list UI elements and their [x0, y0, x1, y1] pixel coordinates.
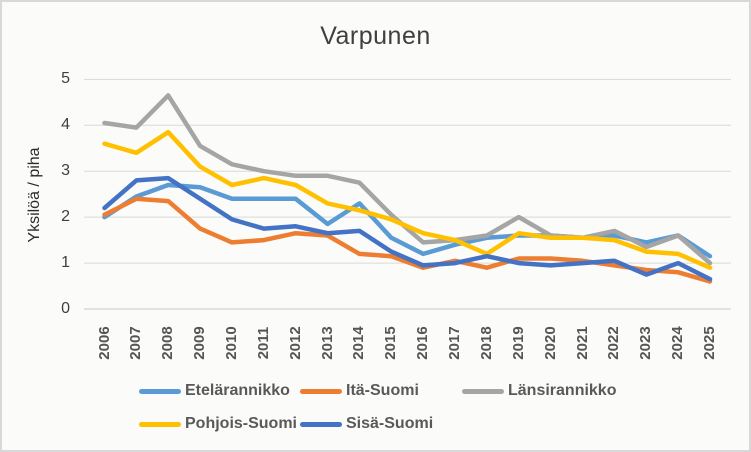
x-tick-label: 2021 — [573, 326, 591, 360]
legend-line-swatch — [139, 388, 181, 394]
legend-line-swatch — [300, 421, 342, 427]
x-tick-label: 2025 — [701, 326, 719, 360]
y-tick-label: 4 — [61, 116, 70, 134]
x-tick-label: 2012 — [286, 326, 304, 360]
y-tick-label: 3 — [61, 162, 70, 180]
legend-item-it-suomi: Itä-Suomi — [300, 382, 419, 400]
x-tick-label: 2017 — [446, 326, 464, 360]
legend-label: Etelärannikko — [185, 382, 290, 399]
x-tick-label: 2011 — [254, 326, 272, 360]
y-tick-label: 1 — [61, 254, 70, 272]
y-tick-label: 2 — [61, 208, 70, 226]
x-tick-label: 2006 — [95, 326, 113, 360]
legend-item-l-nsirannikko: Länsirannikko — [462, 382, 616, 400]
x-tick-label: 2024 — [669, 326, 687, 360]
x-tick-label: 2007 — [127, 326, 145, 360]
legend-line-swatch — [139, 421, 181, 427]
legend-label: Pohjois-Suomi — [185, 415, 297, 432]
y-tick-label: 5 — [61, 70, 70, 88]
x-tick-label: 2013 — [318, 326, 336, 360]
legend-line-swatch — [462, 388, 504, 394]
series-line-it-suomi — [102, 196, 713, 284]
x-tick-label: 2016 — [414, 326, 432, 360]
series-line-sis-suomi — [102, 175, 713, 282]
x-tick-label: 2008 — [159, 326, 177, 360]
series-line-etel-rannikko — [102, 182, 713, 259]
legend-item-etel-rannikko: Etelärannikko — [139, 382, 290, 400]
x-tick-label: 2010 — [222, 326, 240, 360]
x-tick-label: 2014 — [350, 326, 368, 360]
legend-line-swatch — [300, 388, 342, 394]
chart-title: Varpunen — [320, 22, 431, 50]
legend-item-pohjois-suomi: Pohjois-Suomi — [139, 415, 297, 433]
legend-item-sis-suomi: Sisä-Suomi — [300, 415, 433, 433]
legend-label: Itä-Suomi — [346, 382, 419, 399]
x-tick-label: 2022 — [605, 326, 623, 360]
x-tick-label: 2015 — [382, 326, 400, 360]
x-tick-label: 2018 — [477, 326, 495, 360]
x-tick-label: 2009 — [191, 326, 209, 360]
series-line-pohjois-suomi — [102, 129, 713, 270]
legend-label: Sisä-Suomi — [346, 415, 434, 432]
x-tick-label: 2023 — [637, 326, 655, 360]
x-tick-label: 2020 — [541, 326, 559, 360]
y-tick-label: 0 — [61, 300, 70, 317]
legend-label: Länsirannikko — [508, 382, 617, 399]
x-tick-label: 2019 — [509, 326, 527, 360]
